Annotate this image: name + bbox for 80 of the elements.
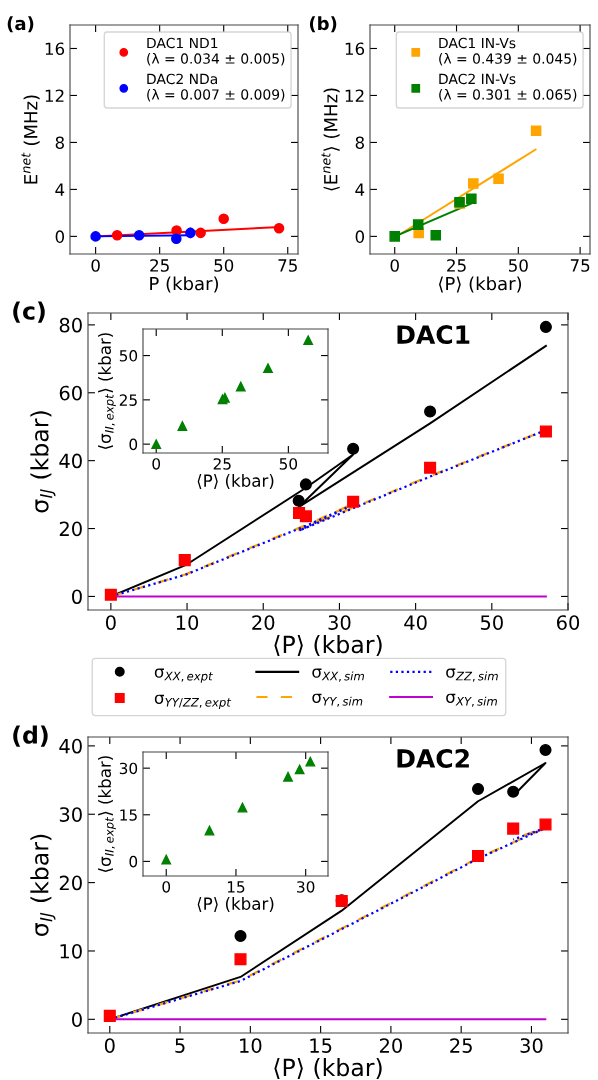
x-axis-title: ⟨P⟩ (kbar)	[274, 635, 382, 657]
legend-label: DAC2 IN-Vs (λ = 0.301 ± 0.065)	[439, 73, 577, 102]
y-tick-label: 16	[345, 42, 365, 56]
legend-label: σ$_{XX,sim}$	[312, 668, 364, 682]
legend-label: σ$_{XX,expt}$	[154, 668, 214, 683]
x-tick-label: 10	[240, 1038, 262, 1053]
y-tick-label: 0	[355, 230, 365, 243]
y-tick-label: 8	[355, 136, 364, 149]
legend-label: DAC1 ND1 (λ = 0.034 ± 0.005)	[147, 37, 285, 66]
x-tick-label: 10	[176, 615, 199, 630]
x-tick-label: 30	[328, 615, 351, 630]
y-tick-label: 16	[45, 42, 65, 56]
legend-label: DAC2 NDa (λ = 0.007 ± 0.009)	[147, 73, 285, 102]
y-tick-label: 80	[59, 317, 82, 333]
annotation: DAC1	[397, 325, 470, 345]
x-tick-label: 60	[556, 615, 580, 630]
x-tick-label: 5	[175, 1038, 185, 1053]
y-tick-label: 0	[129, 438, 138, 451]
x-tick-label: 15	[227, 881, 245, 893]
y-tick-label: 25	[119, 394, 137, 406]
annotation: DAC2	[397, 749, 469, 768]
legend-label: σ$_{XY,sim}$	[446, 693, 497, 707]
y-tick-label: 20	[59, 521, 82, 537]
x-tick-label: 20	[252, 615, 275, 630]
x-tick-label: 25	[213, 458, 231, 470]
y-axis-title: σ$_{IJ}$ (kbar)	[30, 411, 56, 513]
x-axis-title: ⟨P⟩ (kbar)	[197, 474, 274, 489]
text: (d)	[13, 725, 48, 747]
x-tick-label: 0	[390, 259, 399, 272]
y-tick-label: 40	[59, 738, 82, 754]
text: (a)	[7, 16, 34, 33]
x-axis-title: P (kbar)	[150, 276, 219, 293]
legend-label: σ$_{YY/ZZ,expt}$	[154, 694, 232, 709]
y-tick-label: 0	[55, 230, 65, 243]
x-tick-label: 0	[104, 1038, 115, 1053]
y-axis-title: σ$_{IJ}$ (kbar)	[30, 834, 56, 936]
legend-label: DAC1 IN-Vs (λ = 0.439 ± 0.045)	[439, 37, 577, 66]
y-tick-label: 0	[129, 855, 138, 868]
x-axis-title: ⟨P⟩ (kbar)	[439, 276, 522, 293]
y-axis-title: ⟨E$^{net}$⟩ (MHz)	[321, 88, 340, 191]
y-tick-label: 4	[55, 183, 65, 196]
x-tick-label: 75	[278, 259, 297, 272]
x-axis-title: ⟨P⟩ (kbar)	[197, 897, 274, 912]
y-tick-label: 30	[119, 762, 138, 775]
x-tick-label: 30	[520, 1038, 543, 1053]
x-tick-label: 25	[450, 1038, 472, 1053]
y-tick-label: 60	[59, 385, 82, 401]
x-tick-label: 50	[279, 458, 298, 470]
x-tick-label: 25	[150, 259, 169, 272]
y-tick-label: 12	[45, 89, 64, 102]
y-tick-label: 4	[355, 183, 365, 196]
y-tick-label: 15	[120, 809, 137, 821]
x-tick-label: 75	[570, 259, 590, 272]
x-tick-label: 50	[214, 259, 234, 272]
text: (b)	[309, 16, 337, 33]
x-axis-title: ⟨P⟩ (kbar)	[274, 1058, 382, 1080]
x-tick-label: 0	[162, 881, 171, 893]
y-tick-label: 30	[59, 807, 82, 822]
x-tick-label: 50	[509, 259, 528, 272]
x-tick-label: 0	[91, 259, 100, 272]
legend-label: σ$_{YY,sim}$	[312, 693, 363, 707]
y-tick-label: 0	[72, 1012, 82, 1027]
text: (c)	[13, 301, 45, 323]
y-tick-label: 12	[345, 89, 364, 102]
x-tick-label: 20	[379, 1038, 402, 1053]
x-tick-label: 50	[480, 615, 503, 630]
x-tick-label: 40	[404, 615, 427, 630]
y-tick-label: 50	[119, 350, 138, 362]
legend-label: σ$_{ZZ,sim}$	[446, 668, 498, 682]
y-axis-title: E$^{net}$ (MHz)	[21, 95, 40, 184]
x-tick-label: 0	[105, 615, 116, 630]
y-tick-label: 8	[55, 136, 64, 149]
x-tick-label: 15	[310, 1038, 332, 1053]
y-axis-title: ⟨σ$_{II,expt}$⟩ (kbar)	[98, 756, 116, 872]
x-tick-label: 25	[447, 259, 466, 272]
x-tick-label: 30	[297, 881, 315, 893]
x-tick-label: 0	[152, 458, 161, 470]
y-tick-label: 0	[72, 589, 82, 605]
y-tick-label: 10	[60, 943, 82, 959]
y-axis-title: ⟨σ$_{II,expt}$⟩ (kbar)	[98, 333, 116, 449]
